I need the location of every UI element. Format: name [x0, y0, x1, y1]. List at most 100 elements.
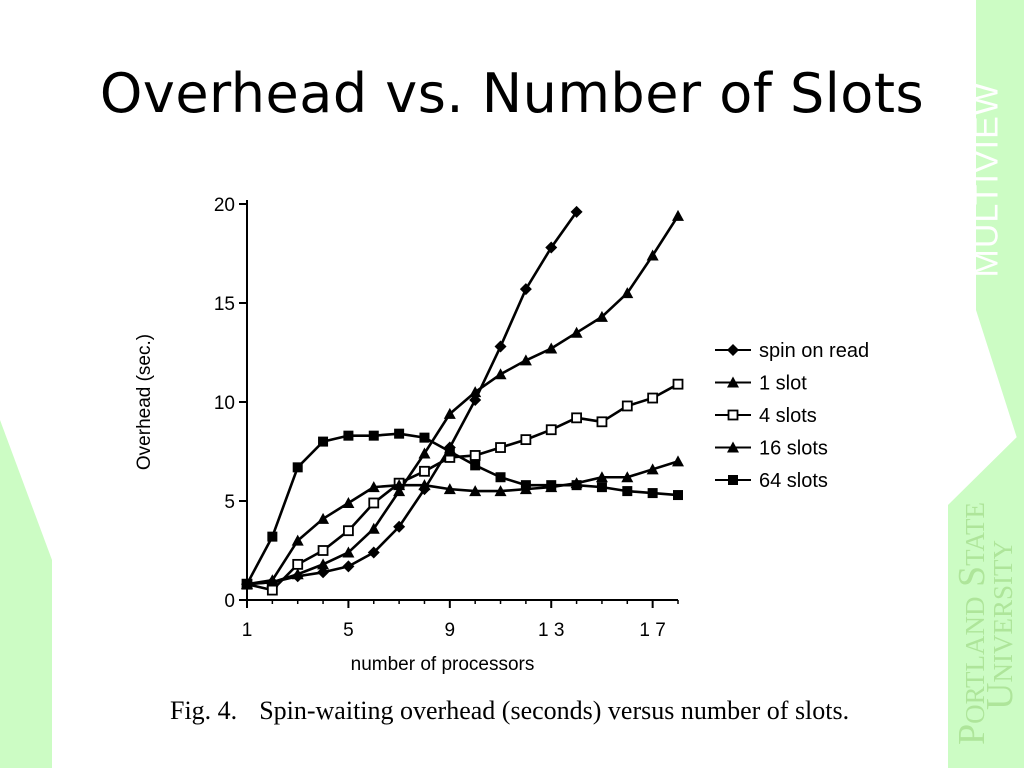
data-point-spin-on-read [570, 205, 583, 218]
legend-label-1-slot: 1 slot [759, 373, 807, 395]
data-point-64-slots [596, 482, 607, 493]
series-line-4-slots [246, 383, 679, 592]
data-point-16-slots [418, 479, 431, 491]
data-point-4-slots [292, 558, 304, 570]
data-point-64-slots [520, 480, 531, 491]
data-point-16-slots [469, 485, 482, 497]
data-point-1-slot [443, 407, 456, 419]
data-point-1-slot [646, 249, 659, 261]
chart-legend: spin on read 1 slot 4 slots 16 slots 64 slot… [715, 340, 869, 492]
series-line-16-slots [246, 460, 679, 586]
data-point-1-slot [494, 368, 507, 380]
data-point-16-slots [595, 471, 608, 483]
data-point-16-slots [621, 471, 634, 483]
data-point-4-slots [317, 545, 329, 556]
data-point-spin-on-read [342, 560, 355, 573]
y-tick-label: 0 [224, 591, 235, 612]
data-point-4-slots [343, 525, 354, 537]
legend-label-spin-on-read: spin on read [759, 340, 869, 362]
data-point-1-slot [291, 568, 304, 580]
slide-title: Overhead vs. Number of Slots [99, 62, 925, 125]
x-axis-label: number of processors [351, 654, 535, 675]
legend-marker-spin-on-read [727, 344, 739, 356]
data-point-1-slot [469, 386, 482, 398]
legend-label-16-slots: 16 slots [759, 438, 828, 460]
data-point-4-slots [266, 584, 278, 596]
figure-caption-number: Fig. 4. [170, 696, 238, 725]
data-point-4-slots [368, 497, 380, 509]
data-point-1-slot [367, 522, 380, 534]
figure-caption: Fig. 4. Spin-waiting overhead (seconds) v… [170, 696, 870, 726]
data-point-1-slot [418, 447, 431, 459]
data-point-16-slots [672, 455, 684, 467]
data-point-4-slots [672, 378, 684, 390]
data-point-4-slots [647, 392, 659, 404]
data-point-1-slot [393, 485, 406, 497]
data-point-spin-on-read [545, 241, 558, 254]
data-point-1-slot [672, 209, 684, 221]
logo-university: University [979, 540, 1021, 710]
x-tick-label: 1 7 [639, 620, 665, 641]
data-point-16-slots [291, 534, 304, 546]
data-point-1-slot [570, 326, 583, 338]
legend-label-4-slots: 4 slots [759, 405, 817, 427]
data-point-4-slots [545, 424, 557, 436]
data-point-16-slots [393, 479, 406, 491]
data-point-64-slots [470, 460, 481, 471]
y-tick-label: 10 [214, 393, 235, 414]
legend-label-64-slots: 64 slots [759, 470, 828, 492]
series-line-1-slot [246, 215, 680, 586]
data-point-1-slot [342, 546, 355, 558]
data-point-4-slots [469, 450, 481, 461]
data-point-64-slots [368, 430, 379, 441]
data-point-64-slots [647, 488, 658, 499]
x-tick-label: 9 [445, 620, 456, 641]
data-point-4-slots [520, 434, 532, 446]
data-point-4-slots [571, 412, 582, 424]
legend-marker-64-slots [728, 475, 738, 485]
data-point-16-slots [494, 485, 507, 497]
data-point-spin-on-read [367, 546, 380, 559]
data-point-64-slots [292, 462, 303, 473]
sidebar-multiview-text: MULTIVIEW [967, 82, 1006, 278]
data-point-1-slot [317, 558, 330, 570]
data-point-1-slot [621, 287, 634, 299]
data-point-64-slots [242, 579, 252, 590]
data-point-4-slots [621, 400, 633, 412]
legend-marker-1-slot [727, 376, 739, 388]
data-point-64-slots [318, 436, 329, 447]
data-point-64-slots [444, 446, 455, 457]
x-tick-label: 5 [343, 620, 354, 641]
right-lower-green-band [948, 430, 1024, 768]
data-point-4-slots [419, 465, 430, 477]
series-line-spin-on-read [246, 211, 578, 586]
x-tick-label: 1 3 [538, 620, 564, 641]
data-point-64-slots [343, 430, 354, 441]
legend-marker-16-slots [727, 441, 739, 453]
legend-marker-4-slots [727, 409, 739, 421]
data-point-1-slot [595, 310, 608, 322]
data-point-64-slots [622, 486, 633, 497]
data-point-64-slots [267, 531, 278, 542]
y-tick-label: 5 [224, 492, 235, 513]
data-point-4-slots [495, 442, 506, 453]
data-point-spin-on-read [519, 283, 532, 296]
data-point-64-slots [673, 490, 683, 501]
left-green-band [0, 420, 52, 768]
data-point-1-slot [519, 354, 532, 366]
data-point-16-slots [367, 481, 380, 493]
data-point-1-slot [545, 342, 558, 354]
data-point-64-slots [419, 432, 430, 443]
right-green-band [976, 0, 1024, 460]
figure-caption-text: Spin-waiting overhead (seconds) versus n… [259, 696, 850, 725]
data-point-64-slots [394, 428, 405, 439]
data-point-64-slots [571, 480, 582, 491]
data-point-16-slots [266, 574, 279, 586]
data-point-spin-on-read [494, 340, 507, 353]
x-tick-label: 1 [242, 620, 253, 641]
y-tick-label: 15 [214, 294, 235, 315]
data-point-16-slots [317, 512, 330, 524]
